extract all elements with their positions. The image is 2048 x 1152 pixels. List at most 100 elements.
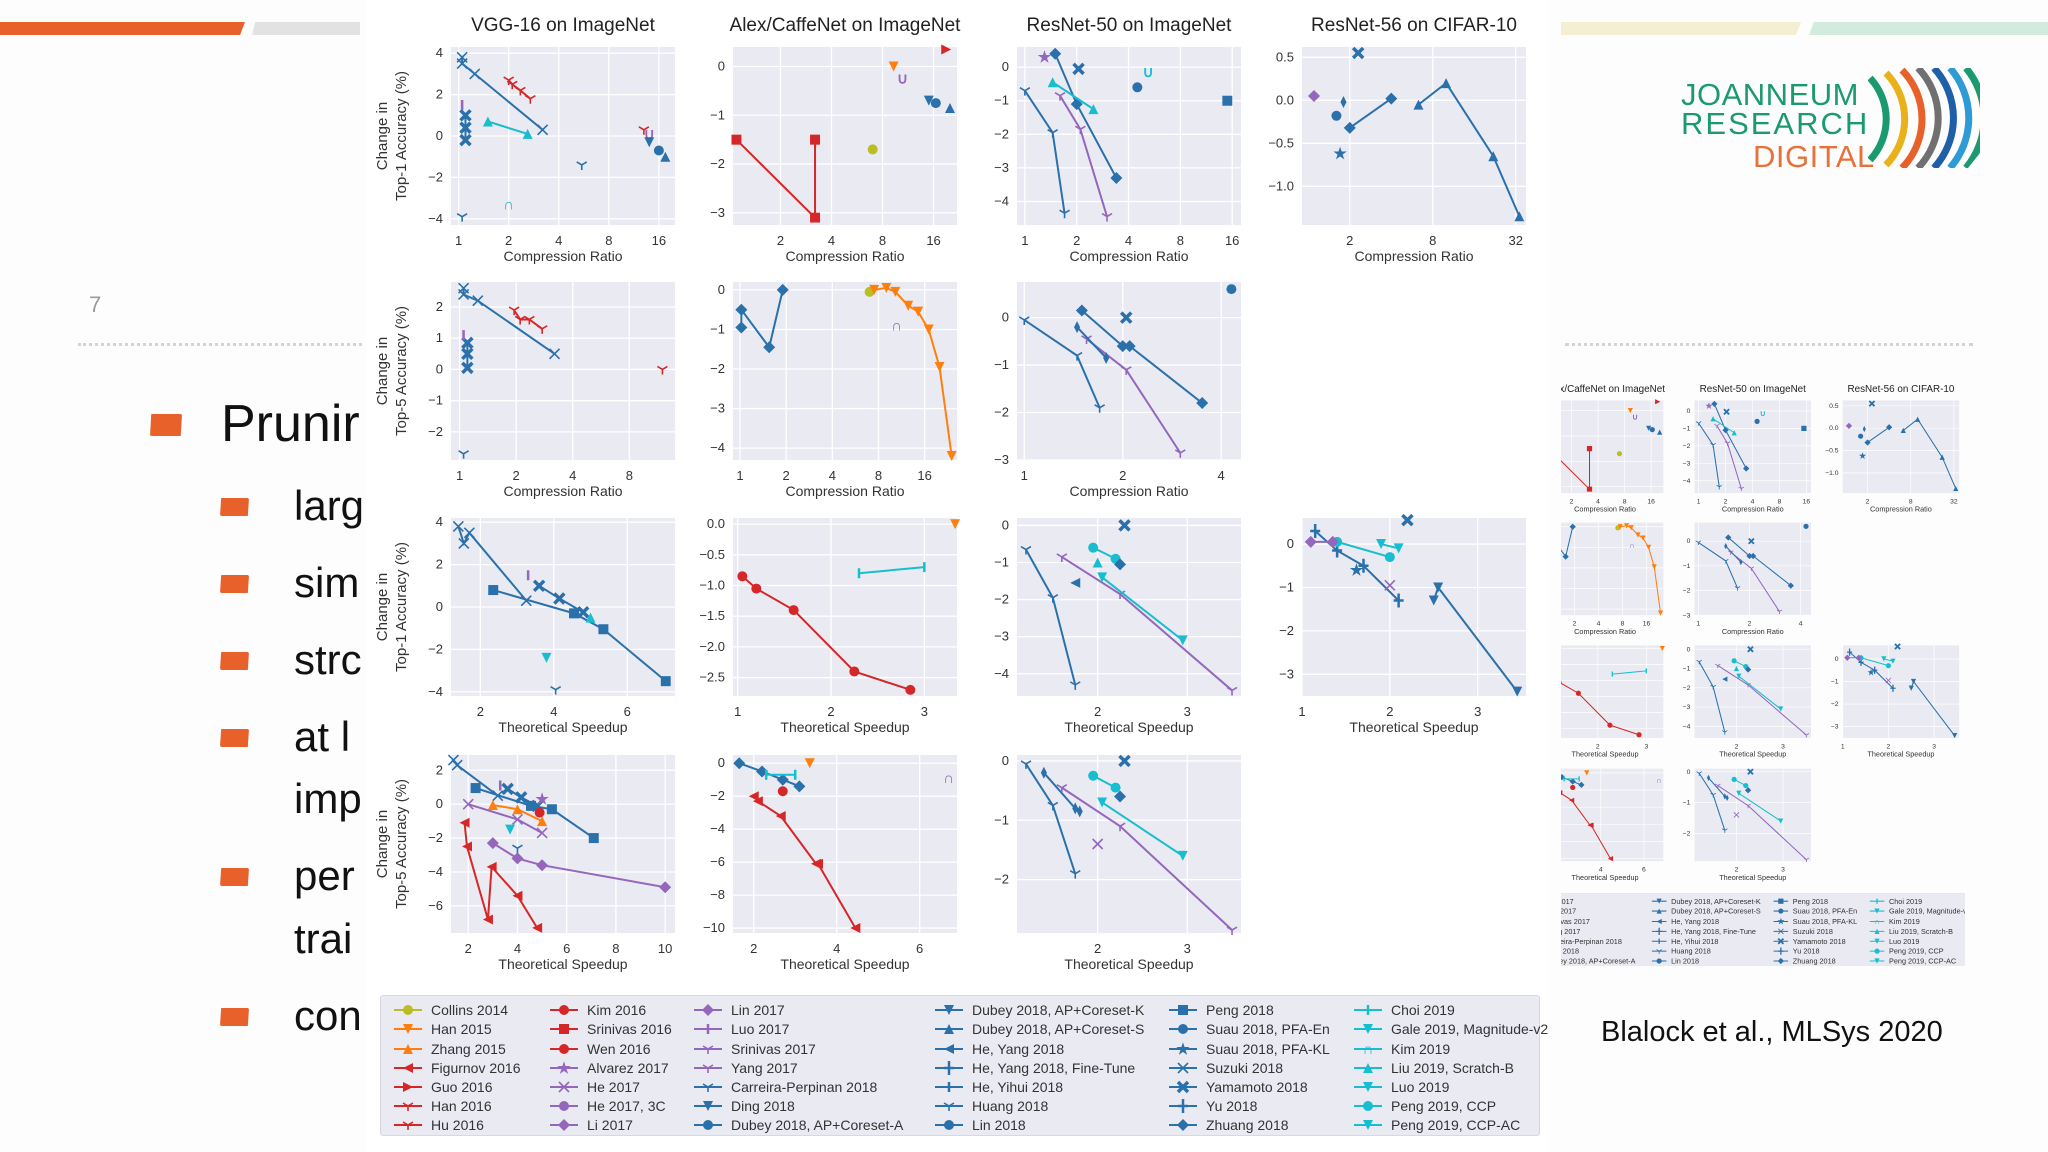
bullet-marker [220, 729, 249, 747]
data-point [1607, 723, 1612, 728]
y-tick-label: −2 [428, 641, 443, 656]
y-tick-label: 0.0 [1829, 425, 1839, 432]
legend-label: Suzuki 2018 [1792, 927, 1833, 936]
legend-entry: Dubey 2018, AP+Coreset-S [934, 1020, 1144, 1038]
subplot: 2 4 8 16 −3 −2 −1 0 Alex/CaffeNet on ImageNet Com… [710, 15, 961, 264]
data-point [525, 96, 535, 104]
data-point [776, 811, 786, 821]
y-tick-label: 0 [1687, 646, 1691, 653]
legend-label: Carreira-Perpinan 2018 [731, 1079, 878, 1095]
data-point [1732, 430, 1737, 435]
data-point [1608, 856, 1613, 861]
series-line [488, 122, 528, 134]
data-point [1895, 644, 1900, 649]
legend-label: Suau 2018, PFA-En [1206, 1021, 1330, 1037]
legend-entry: Yamamoto 2018 [1168, 1078, 1308, 1096]
y-tick-label: −3 [1683, 704, 1691, 711]
data-point [1886, 678, 1891, 683]
bullet-marker [220, 575, 249, 593]
data-point [1310, 524, 1320, 538]
y-tick-label: −1 [994, 357, 1009, 372]
legend-entry: Lin 2018 [1651, 956, 1699, 965]
data-point: ∩ [503, 196, 514, 213]
legend-label: Han 2015 [431, 1021, 492, 1037]
y-tick-label: −4 [428, 864, 443, 879]
data-point [460, 818, 470, 828]
legend-entry: Han 2015 [393, 1020, 492, 1038]
data-point [1778, 706, 1783, 711]
y-tick-label: 2 [436, 299, 443, 314]
data-point [1177, 1062, 1189, 1074]
data-point [1588, 823, 1593, 828]
data-point [1363, 1063, 1373, 1073]
legend-marker-icon [935, 1044, 963, 1054]
data-point [1778, 947, 1784, 955]
data-point [1385, 580, 1395, 590]
bullet-marker [220, 1008, 249, 1026]
legend-entry: Hu 2016 [393, 1116, 484, 1134]
data-point [473, 296, 483, 306]
data-point [1636, 732, 1641, 737]
plot-area [1561, 400, 1664, 493]
data-point [850, 923, 860, 933]
data-point [1746, 553, 1752, 559]
data-point [1363, 1082, 1373, 1092]
data-point [1656, 918, 1662, 925]
legend-marker-icon [694, 1101, 722, 1111]
data-point [1385, 93, 1397, 105]
subplot-title: ResNet-56 on CIFAR-10 [1848, 384, 1955, 395]
legend-label: Peng 2019, CCP-AC [1391, 1117, 1521, 1133]
legend-entry: Dubey 2018, AP+Coreset-A [693, 1116, 903, 1134]
y-tick-label: −6 [710, 854, 725, 869]
legend-marker-icon [1354, 1005, 1382, 1015]
data-point [460, 110, 470, 120]
data-point [1587, 446, 1592, 451]
y-tick-label: −1 [1683, 563, 1691, 570]
x-axis-label: Compression Ratio [1574, 627, 1636, 636]
data-point [1353, 48, 1363, 58]
bullet-text: per [294, 852, 355, 899]
legend-marker-icon [935, 1061, 963, 1075]
y-tick-label: −3 [1683, 612, 1691, 619]
legend-entry: Liu 2019, Scratch-B [1869, 927, 1953, 936]
data-point [471, 783, 481, 793]
data-point [1856, 655, 1862, 661]
x-axis-label: Compression Ratio [503, 483, 622, 499]
series-line [1739, 793, 1781, 821]
data-point [1048, 130, 1058, 138]
legend-entry: ∩ Kim 2019 [1869, 917, 1920, 926]
data-point [763, 341, 775, 353]
legend-entry: Figurnov 2016 [393, 1059, 521, 1077]
y-tick-label: −1 [994, 93, 1009, 108]
data-point [403, 1044, 413, 1054]
legend-entry: Huang 2018 [1651, 946, 1711, 955]
header-accent-bar-gray [252, 22, 360, 35]
legend-entry: Dubey 2018, AP+Coreset-A [1561, 956, 1635, 965]
data-point [1748, 647, 1753, 652]
data-point [1095, 405, 1105, 413]
plot-area [733, 282, 957, 460]
legend-label: Luo 2019 [1889, 937, 1920, 946]
x-tick-label: 2 [1119, 468, 1126, 483]
legend-marker-icon [394, 1024, 422, 1034]
series-line [462, 57, 542, 129]
data-point [1874, 908, 1880, 914]
legend-marker-icon [1773, 928, 1789, 935]
data-point [1570, 785, 1575, 790]
y-tick-label: 0.5 [1829, 403, 1839, 410]
data-point [541, 653, 551, 663]
data-point [1777, 957, 1784, 965]
x-tick-label: 1 [736, 468, 743, 483]
y-tick-label: −2.0 [699, 639, 725, 654]
x-tick-label: 2 [477, 704, 484, 719]
bullet-marker [220, 498, 249, 516]
y-tick-label: −4 [710, 821, 725, 836]
data-point [1124, 340, 1136, 352]
series-line [476, 788, 594, 838]
plot-area [733, 755, 957, 933]
data-point [1055, 93, 1065, 101]
y-tick-label: −2 [710, 156, 725, 171]
